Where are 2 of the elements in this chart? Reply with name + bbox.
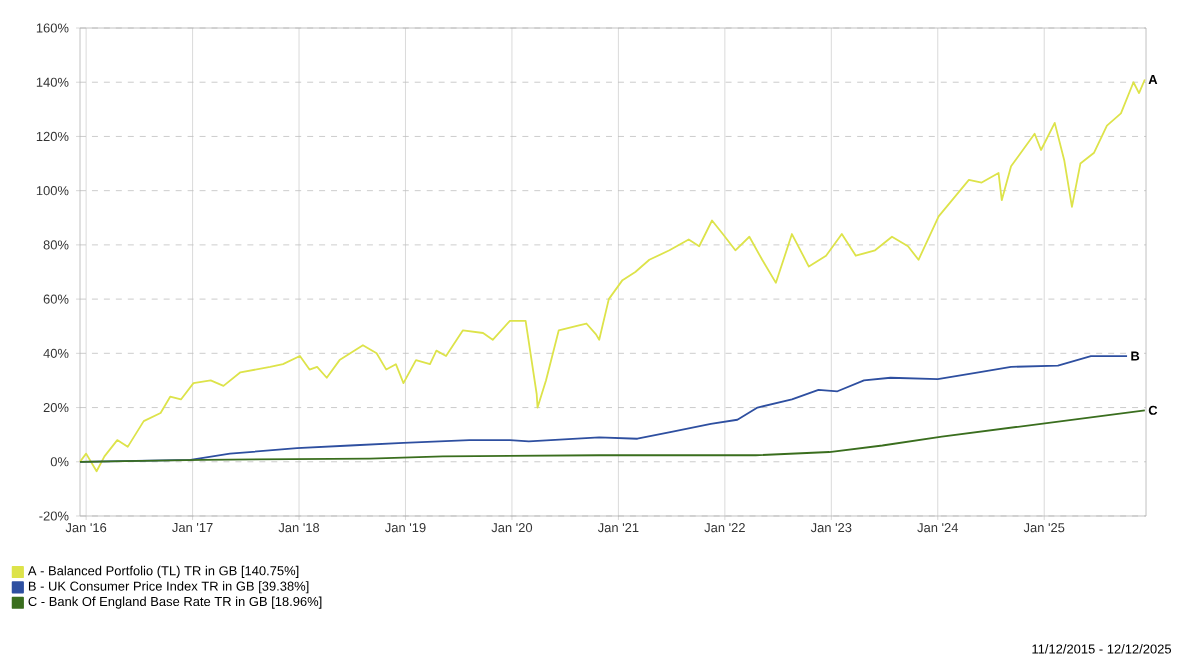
line-series bbox=[79, 78, 1146, 473]
line-series bbox=[79, 409, 1146, 463]
